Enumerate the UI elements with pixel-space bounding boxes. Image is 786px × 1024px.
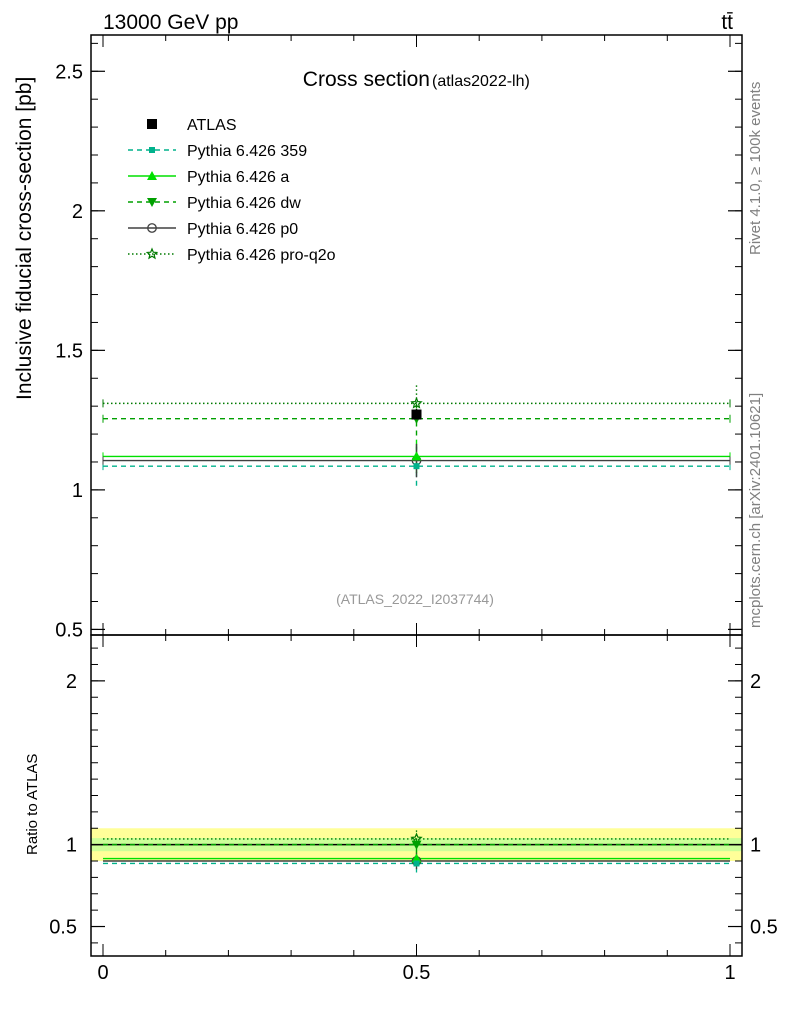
ratio-y-tick-label-left: 1 — [66, 835, 77, 857]
ratio-y-tick-label-right: 0.5 — [750, 917, 778, 939]
ratio-marker — [411, 853, 422, 863]
ratio-series-4 — [103, 829, 730, 848]
legend-entry: Pythia 6.426 dw — [128, 195, 301, 212]
main-ylabel: Inclusive fiducial cross-section [pb] — [13, 77, 36, 400]
legend-marker — [149, 147, 155, 153]
series-marker — [413, 463, 420, 470]
main-ticks: 0.5 1 1.5 2 2.5 — [55, 35, 742, 641]
legend: ATLAS Pythia 6.426 359 Pythia 6.426 a Pythi… — [128, 117, 336, 264]
legend-entry: ATLAS — [147, 117, 237, 134]
ratio-y-tick-label-left: 0.5 — [49, 917, 77, 939]
legend-marker — [145, 247, 159, 260]
ratio-marker — [413, 860, 420, 867]
series-marker — [410, 396, 423, 409]
legend-entry: Pythia 6.426 pro-q2o — [128, 247, 336, 264]
ratio-marker — [411, 840, 422, 850]
plot-subtitle: (atlas2022-lh) — [432, 73, 530, 90]
legend-entry: Pythia 6.426 359 — [128, 143, 307, 160]
legend-label: Pythia 6.426 p0 — [187, 221, 298, 238]
x-tick-label: 0 — [97, 962, 108, 984]
legend-label: Pythia 6.426 a — [187, 169, 289, 186]
legend-label: Pythia 6.426 pro-q2o — [187, 247, 336, 264]
main-y-tick-label: 2 — [72, 201, 83, 223]
energy-label: 13000 GeV pp — [103, 11, 238, 34]
legend-label: ATLAS — [187, 117, 237, 134]
main-series — [102, 383, 731, 486]
main-y-tick-label: 1 — [72, 480, 83, 502]
ratio-ticks: 0.5 0.5 1 1 2 2 0 0.5 1 — [49, 635, 778, 984]
legend-marker — [147, 198, 157, 207]
legend-entry: Pythia 6.426 a — [128, 169, 289, 186]
series-3 — [102, 401, 731, 436]
ratio-y-tick-label-right: 2 — [750, 671, 761, 693]
main-panel: 0.5 1 1.5 2 2.5 Cross section (atlas2022-lh)… — [55, 34, 743, 641]
ratio-panel-frame — [90, 634, 743, 957]
legend-entry: Pythia 6.426 p0 — [128, 221, 298, 238]
ratio-series — [103, 829, 730, 873]
ratio-y-tick-label-right: 1 — [750, 835, 761, 857]
mcplots-label: mcplots.cern.ch [arXiv:2401.10621] — [747, 393, 764, 628]
series-marker — [411, 451, 422, 461]
ratio-ylabel: Ratio to ATLAS — [24, 754, 41, 855]
analysis-watermark: (ATLAS_2022_I2037744) — [336, 591, 494, 607]
legend-label: Pythia 6.426 359 — [187, 143, 307, 160]
ratio-panel: 0.5 0.5 1 1 2 2 0 0.5 1 — [49, 634, 778, 984]
process-label: tt̄ — [721, 11, 733, 34]
legend-label: Pythia 6.426 dw — [187, 195, 301, 212]
series-marker — [411, 409, 422, 420]
legend-marker — [147, 119, 157, 129]
main-y-tick-label: 1.5 — [55, 340, 83, 362]
legend-marker — [147, 223, 157, 233]
main-y-tick-label: 2.5 — [55, 61, 83, 83]
plot-title: Cross section — [303, 68, 430, 91]
x-tick-label: 0.5 — [403, 962, 431, 984]
series-5 — [102, 383, 731, 423]
legend-marker — [147, 171, 157, 180]
main-y-tick-label: 0.5 — [55, 619, 83, 641]
ratio-y-tick-label-left: 2 — [66, 671, 77, 693]
series-4 — [102, 443, 731, 478]
rivet-version-label: Rivet 4.1.0, ≥ 100k events — [747, 82, 764, 255]
x-tick-label: 1 — [724, 962, 735, 984]
